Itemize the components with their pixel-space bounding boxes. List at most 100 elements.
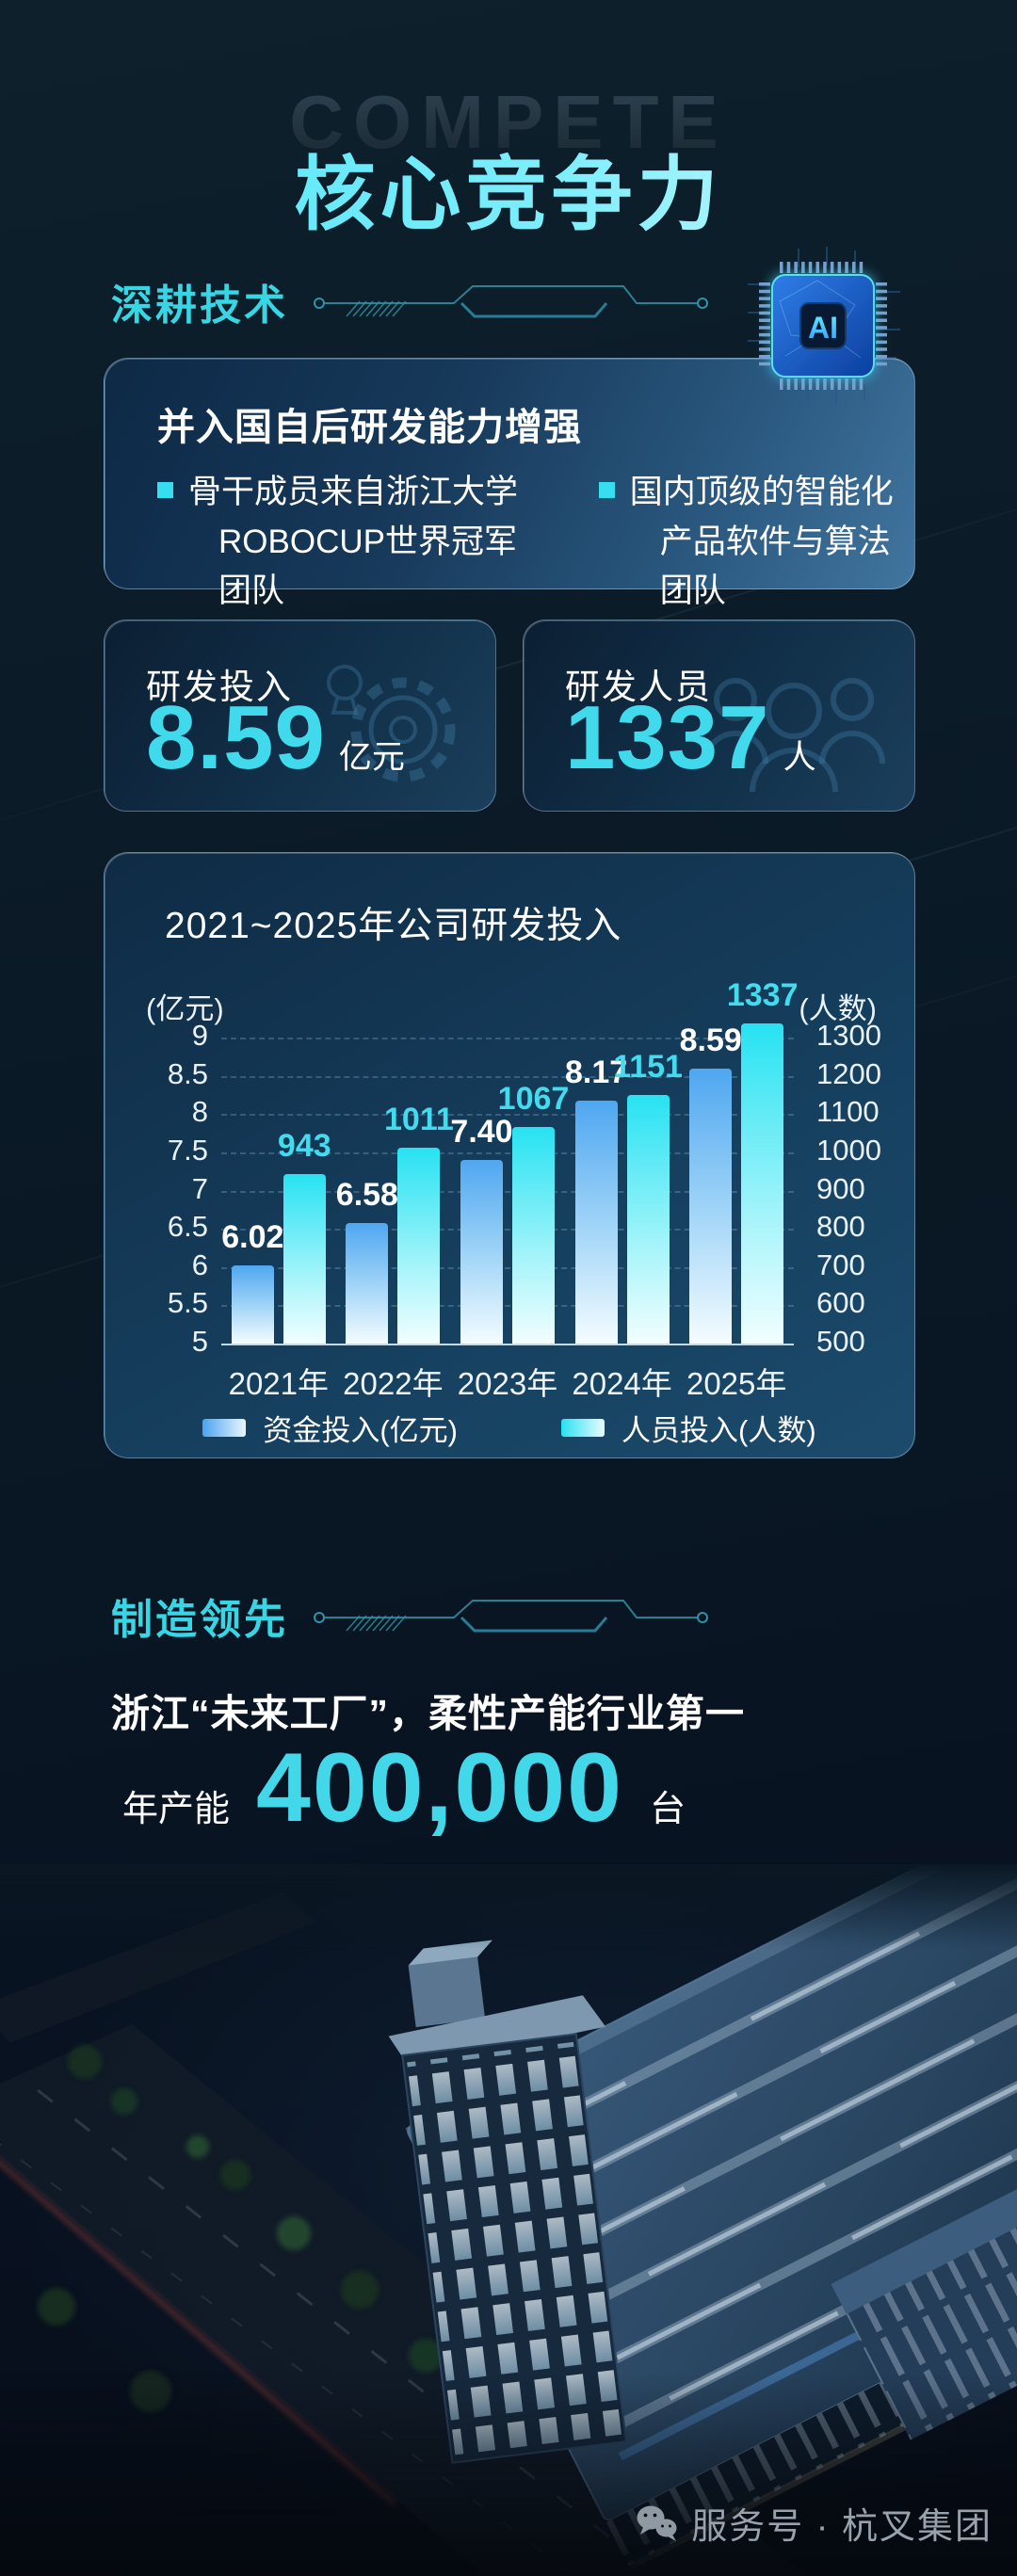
year-label: 2022年 — [343, 1366, 444, 1401]
bullet-item: 骨干成员来自浙江大学 ROBOCUP世界冠军团队 — [157, 468, 533, 617]
right-axis-tick: 1200 — [816, 1056, 881, 1090]
people-bar — [282, 1174, 326, 1344]
stat-value: 1337 — [565, 687, 770, 788]
gridline — [221, 1266, 794, 1269]
right-axis-tick: 1300 — [816, 1019, 881, 1052]
chart-plot: 9 1300 8.5 1200 8 1100 7.5 1000 7 900 6.5 800 6 700 5.… — [168, 977, 881, 1401]
people-value-label: 1011 — [384, 1102, 454, 1138]
bullet-text: 国内顶级的智能化 — [629, 474, 894, 510]
people-value-label: 943 — [277, 1128, 331, 1165]
section-header-tech: 深耕技术 — [111, 271, 718, 331]
left-axis-tick: 7 — [191, 1171, 208, 1205]
circuit-line-icon — [314, 285, 708, 318]
right-axis-tick: 700 — [816, 1248, 865, 1281]
bullet-square-icon — [157, 482, 173, 498]
stat-unit: 人 — [783, 739, 816, 776]
rnd-capability-card: 并入国自后研发能力增强 骨干成员来自浙江大学 ROBOCUP世界冠军团队 国内顶… — [104, 358, 915, 609]
legend-label: 人员投入(人数) — [622, 1414, 816, 1447]
right-axis-unit: (人数) — [799, 992, 877, 1025]
ai-chip-icon: AI — [740, 243, 906, 409]
gear-icon — [327, 665, 456, 782]
right-axis-tick: 900 — [816, 1171, 865, 1205]
stat-label: 研发投入 — [146, 668, 293, 706]
money-value-label: 7.40 — [450, 1114, 513, 1150]
gridline — [221, 1038, 794, 1039]
money-value-label: 6.58 — [335, 1176, 398, 1213]
svg-text:AI: AI — [808, 311, 838, 345]
capacity-unit: 台 — [649, 1790, 686, 1829]
money-bar — [460, 1160, 503, 1344]
right-axis-tick: 600 — [816, 1286, 865, 1320]
gridline — [221, 1075, 794, 1078]
circuit-line-icon — [314, 1600, 708, 1633]
bullet-text: 骨干成员来自浙江大学 — [188, 474, 519, 510]
bullet-square-icon — [598, 482, 615, 498]
people-icon — [702, 678, 885, 793]
left-axis-tick: 6 — [191, 1248, 208, 1281]
wechat-icon — [637, 2505, 677, 2541]
people-bar — [626, 1094, 670, 1344]
stat-card-rnd-staff: 研发人员 1337 人 — [523, 620, 915, 812]
capacity-row: 年产能 400,000 台 — [122, 1732, 686, 1844]
money-bar — [346, 1222, 389, 1344]
left-axis-tick: 8 — [191, 1095, 208, 1129]
left-axis-tick: 5 — [191, 1325, 208, 1358]
year-label: 2024年 — [572, 1366, 672, 1401]
legend-swatch-people — [561, 1419, 605, 1437]
money-bar — [574, 1101, 618, 1344]
chart-card: 2021~2025年公司研发投入 (亿元) (人数) 9 1300 8.5 1200 8… — [104, 852, 915, 1458]
money-value-label: 6.02 — [221, 1219, 284, 1256]
stat-card-rnd-investment: 研发投入 8.59 亿元 — [104, 620, 496, 812]
stat-unit: 亿元 — [338, 739, 405, 776]
gridline — [221, 1344, 794, 1345]
manufacturing-statement: 浙江“未来工厂”，柔性产能行业第一 — [111, 1692, 745, 1735]
factory-aerial-illustration — [0, 1864, 1017, 2576]
left-axis-tick: 9 — [191, 1019, 208, 1052]
right-axis-tick: 800 — [816, 1210, 865, 1244]
money-value-label: 8.17 — [565, 1055, 628, 1091]
card-title: 并入国自后研发能力增强 — [157, 407, 582, 448]
capacity-value: 400,000 — [256, 1733, 623, 1843]
bullet-text: 产品软件与算法团队 — [659, 523, 891, 610]
money-value-label: 8.59 — [679, 1022, 742, 1059]
year-label: 2025年 — [686, 1366, 787, 1401]
right-axis-tick: 1100 — [816, 1095, 880, 1129]
people-bar — [512, 1126, 555, 1344]
people-bar — [741, 1022, 784, 1344]
year-label: 2021年 — [228, 1366, 330, 1401]
money-bar — [231, 1265, 274, 1344]
people-bar — [397, 1148, 441, 1344]
stat-value: 8.59 — [146, 687, 326, 788]
legend-label: 资金投入(亿元) — [263, 1414, 458, 1447]
gridline — [221, 1151, 794, 1154]
people-value-label: 1337 — [726, 976, 799, 1013]
people-value-label: 1067 — [497, 1080, 570, 1117]
stat-label: 研发人员 — [565, 668, 712, 706]
left-axis-tick: 8.5 — [167, 1056, 208, 1090]
section-title: 制造领先 — [111, 1597, 288, 1643]
left-axis-tick: 5.5 — [167, 1286, 208, 1320]
gridline — [221, 1114, 794, 1117]
chart-legend: 资金投入(亿元) 人员投入(人数) — [105, 1407, 914, 1449]
capacity-prefix: 年产能 — [122, 1790, 231, 1829]
ghost-text: COMPETE — [0, 79, 1017, 166]
section-title: 深耕技术 — [111, 282, 288, 329]
chart-title: 2021~2025年公司研发投入 — [165, 906, 622, 946]
bullet-list: 骨干成员来自浙江大学 ROBOCUP世界冠军团队 国内顶级的智能化 产品软件与算… — [157, 468, 914, 617]
right-axis-tick: 500 — [816, 1325, 865, 1358]
gridline — [221, 1190, 794, 1193]
gridline — [221, 1305, 794, 1308]
money-bar — [689, 1069, 733, 1344]
footer: 服务号 · 杭叉集团 — [635, 2497, 993, 2549]
legend-swatch-money — [202, 1419, 247, 1437]
footer-account-label: 服务号 · 杭叉集团 — [691, 2507, 993, 2547]
left-axis-unit: (亿元) — [146, 992, 224, 1025]
left-axis-tick: 7.5 — [167, 1133, 208, 1167]
bullet-text: ROBOCUP世界冠军团队 — [218, 523, 517, 610]
page-title: 核心竞争力 — [0, 128, 1017, 246]
left-axis-tick: 6.5 — [167, 1210, 208, 1244]
bullet-item: 国内顶级的智能化 产品软件与算法团队 — [598, 468, 914, 617]
year-label: 2023年 — [457, 1366, 558, 1401]
people-value-label: 1151 — [613, 1048, 683, 1085]
